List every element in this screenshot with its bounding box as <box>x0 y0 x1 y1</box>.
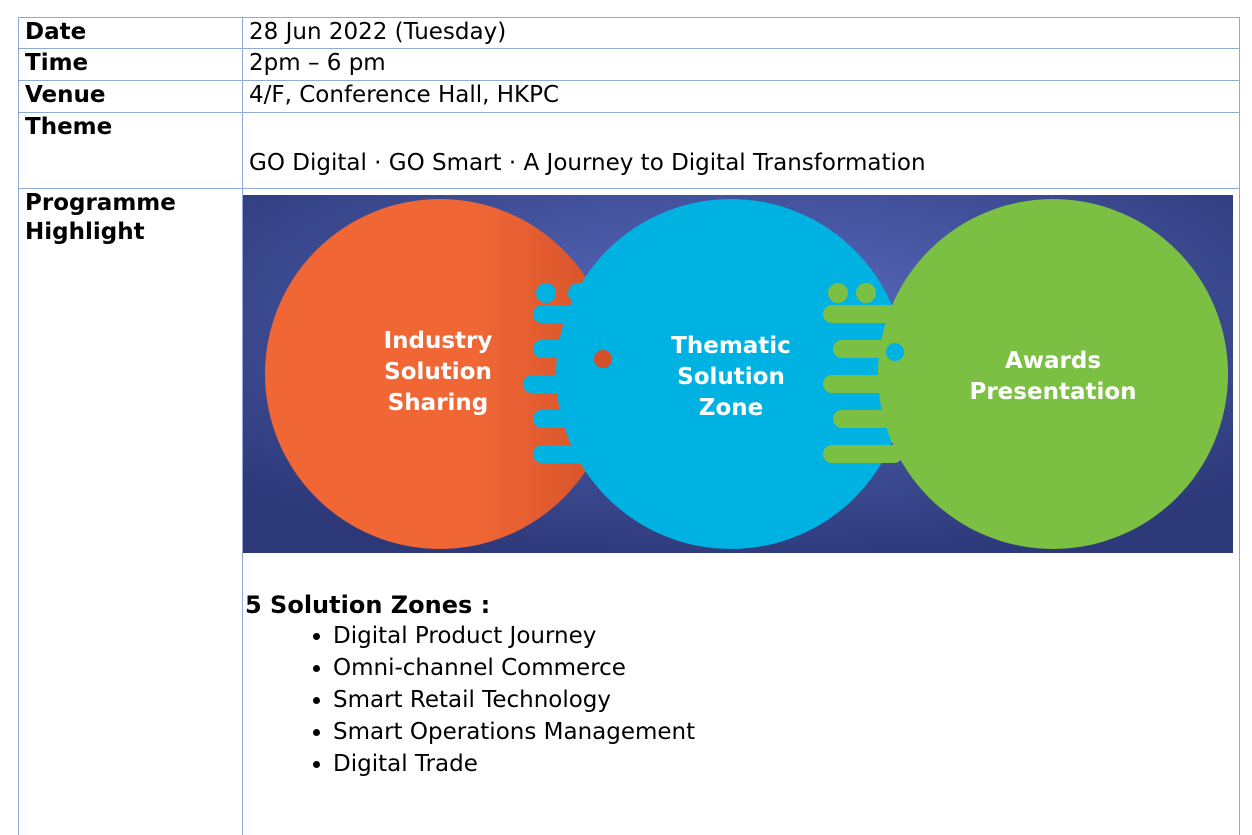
highlight-cell: Industry Solution Sharing Thematic Solut… <box>243 189 1240 835</box>
zone-item: Smart Operations Management <box>333 716 1233 748</box>
highlight-graphic: Industry Solution Sharing Thematic Solut… <box>243 195 1233 553</box>
row-value: 28 Jun 2022 (Tuesday) <box>243 18 1240 49</box>
zones-list: Digital Product Journey Omni-channel Com… <box>249 620 1233 780</box>
circle-label: Awards Presentation <box>943 346 1163 408</box>
zone-item: Digital Product Journey <box>333 620 1233 652</box>
row-value: 4/F, Conference Hall, HKPC <box>243 81 1240 113</box>
row-label: Time <box>19 49 243 81</box>
zone-item: Smart Retail Technology <box>333 684 1233 716</box>
row-label: Programme Highlight <box>19 189 243 835</box>
row-value: 2pm – 6 pm <box>243 49 1240 81</box>
zone-item: Digital Trade <box>333 748 1233 780</box>
circle-label: Thematic Solution Zone <box>651 331 811 424</box>
circle-label: Industry Solution Sharing <box>363 326 513 419</box>
row-value: GO Digital · GO Smart · A Journey to Dig… <box>243 113 1240 189</box>
row-label: Date <box>19 18 243 49</box>
zones-title: 5 Solution Zones : <box>245 591 1233 620</box>
row-label: Theme <box>19 113 243 189</box>
row-label: Venue <box>19 81 243 113</box>
zone-item: Omni-channel Commerce <box>333 652 1233 684</box>
